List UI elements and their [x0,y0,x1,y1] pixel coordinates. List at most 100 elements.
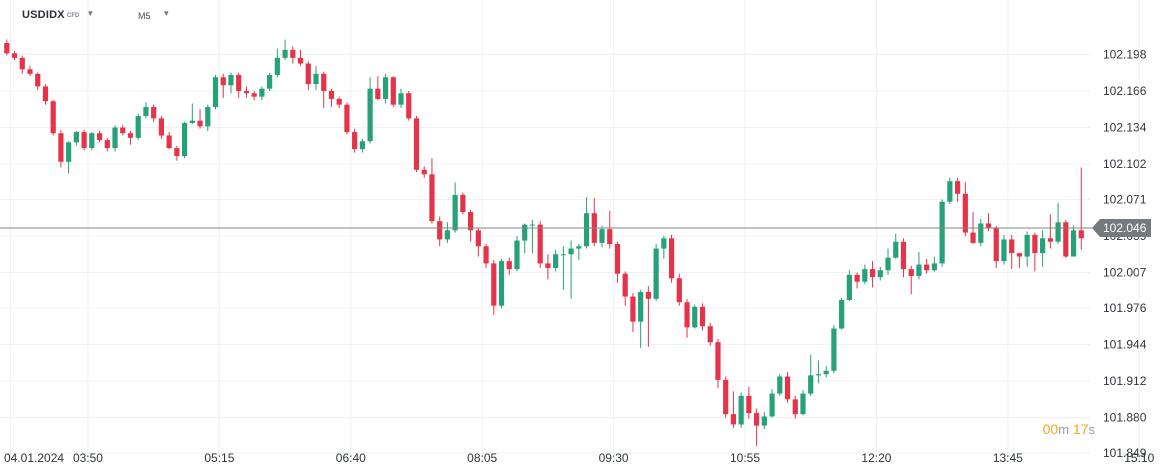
candle-body-up [692,306,698,328]
countdown-seconds-unit: s [1088,422,1096,437]
candle-body-up [777,376,783,394]
candle-body-down [784,376,791,400]
x-tick-label: 05:15 [204,451,234,465]
candle-body-up [877,270,883,278]
candle-countdown: 00m 17s [1043,421,1095,437]
x-tick-label: 03:50 [73,451,103,465]
candle-body-up [143,106,149,117]
candle-body-down [220,77,226,86]
candle-body-up [514,240,520,270]
candle-body-up [931,263,937,271]
candle-body-up [839,299,845,329]
candle-body-down [197,120,203,127]
y-tick-label: 102.198 [1103,47,1147,61]
candle-body-down [792,399,798,415]
candle-body-down [437,221,443,240]
candle-body-down [390,77,396,105]
candle-body-down [668,238,675,279]
symbol-name[interactable]: USDIDX [22,9,65,21]
candle-body-up [73,132,79,143]
symbol-type-badge: CFD [67,13,80,19]
candle-body-down [305,63,311,85]
candle-body-down [174,148,180,157]
candle-body-up [1001,239,1007,262]
candle-body-down [622,273,628,297]
candle-body-down [1063,222,1069,257]
candle-body-down [127,133,134,138]
candle-body-up [66,142,72,162]
candle-body-up [978,223,984,243]
current-price-tag [1092,219,1151,238]
candle-body-up [761,416,767,426]
candle-body-up [939,201,945,264]
candle-body-down [607,229,613,245]
x-tick-label: 09:30 [599,451,629,465]
countdown-seconds: 17 [1072,421,1089,437]
candle-body-up [282,49,288,58]
candle-body-up [135,116,141,138]
candle-body-up [553,254,559,268]
y-tick-label: 102.102 [1103,157,1147,171]
candle-body-down [954,181,961,194]
x-tick-label: 08:05 [467,451,497,465]
candle-body-up [823,370,829,375]
candle-body-up [1055,222,1061,242]
candle-body-down [297,57,304,64]
candle-body-down [321,73,327,91]
candle-body-down [19,57,25,70]
candle-body-down [924,264,930,271]
candle-body-down [715,342,721,380]
candle-body-down [406,93,412,119]
candle-body-down [236,74,242,91]
timeframe-selector[interactable]: M5 [138,11,151,21]
x-tick-label: 12:20 [861,451,891,465]
candle-body-up [205,106,211,127]
candle-body-down [429,174,435,222]
candle-body-up [947,181,953,202]
candle-body-up [189,120,195,123]
candle-body-up [885,257,891,271]
candle-body-down [993,228,999,262]
candle-body-down [869,269,876,278]
candle-body-down [336,98,342,105]
candle-body-down [645,291,651,299]
candle-body-down [985,223,992,229]
candle-body-down [699,306,706,327]
candle-body-down [614,244,621,274]
candle-body-down [27,69,33,74]
candle-body-up [661,238,667,249]
x-tick-label: 15:10 [1124,451,1154,465]
candle-body-down [11,53,18,58]
symbol-dropdown-caret-icon[interactable]: ▾ [88,8,93,18]
y-tick-label: 102.007 [1103,266,1147,280]
candle-body-up [1040,238,1046,254]
candle-body-up [583,213,590,247]
candle-body-down [707,326,713,343]
candle-body-down [328,90,335,99]
candle-body-down [96,133,103,141]
timeframe-dropdown-caret-icon[interactable]: ▾ [164,8,169,18]
candle-body-up [653,248,659,299]
candle-body-down [151,106,157,119]
candle-body-down [537,224,543,264]
candle-body-up [112,127,118,149]
x-tick-label: 06:40 [336,451,366,465]
candle-body-down [166,135,172,149]
candle-body-up [228,74,234,86]
candle-body-down [344,104,350,133]
candle-body-down [352,132,358,150]
candle-body-up [274,57,280,75]
candle-body-down [468,212,474,231]
candle-body-up [267,74,273,89]
candle-body-down [723,379,729,415]
candle-body-up [808,375,814,394]
y-tick-label: 101.912 [1103,374,1147,388]
candle-body-down [104,140,110,149]
candle-body-down [120,127,126,134]
candle-body-up [359,141,365,150]
candle-body-up [738,395,744,425]
candle-body-up [382,77,389,99]
x-tick-label: 04.01.2024 [4,451,64,465]
x-tick-label: 13:45 [993,451,1023,465]
